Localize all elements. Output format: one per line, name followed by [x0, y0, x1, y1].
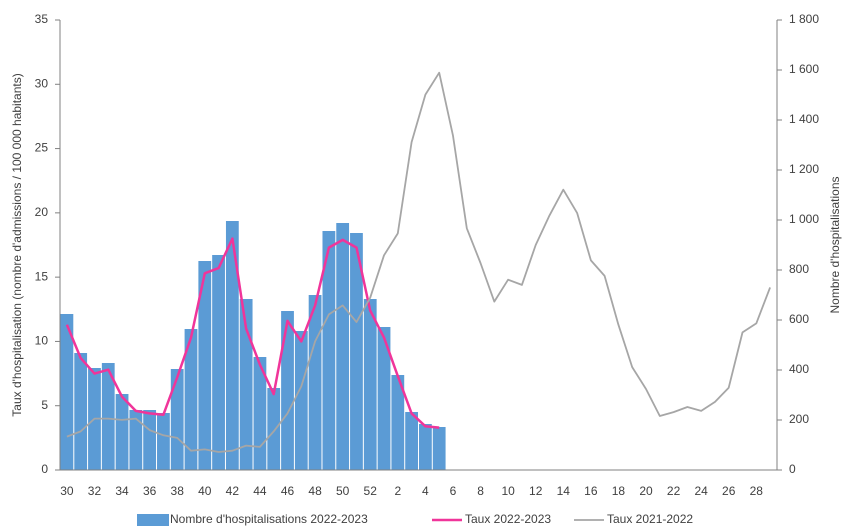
- x-tick-label: 18: [612, 484, 626, 498]
- x-tick-label: 36: [143, 484, 157, 498]
- x-tick-label: 22: [667, 484, 681, 498]
- y2-tick-label: 800: [789, 262, 809, 276]
- bar: [129, 410, 143, 470]
- x-tick-label: 14: [557, 484, 571, 498]
- bar: [419, 424, 432, 470]
- x-tick-label: 16: [584, 484, 598, 498]
- bar: [198, 261, 212, 470]
- y-tick-label: 30: [35, 76, 49, 90]
- x-tick-label: 6: [450, 484, 457, 498]
- x-tick-label: 26: [722, 484, 736, 498]
- bar: [350, 233, 363, 470]
- bar: [294, 331, 308, 470]
- x-tick-label: 40: [198, 484, 212, 498]
- x-tick-label: 50: [336, 484, 350, 498]
- x-tick-label: 2: [394, 484, 401, 498]
- y2-tick-label: 1 000: [789, 212, 819, 226]
- bar: [143, 410, 157, 470]
- x-tick-label: 44: [253, 484, 267, 498]
- x-tick-label: 42: [226, 484, 240, 498]
- y2-tick-label: 1 200: [789, 162, 819, 176]
- bar: [432, 427, 446, 470]
- bar: [322, 231, 336, 470]
- line: [65, 237, 440, 429]
- bar: [239, 299, 253, 470]
- x-tick-label: 24: [694, 484, 708, 498]
- y-tick-label: 0: [41, 462, 48, 476]
- y-tick-label: 25: [35, 141, 49, 155]
- x-tick-label: 4: [422, 484, 429, 498]
- bar: [212, 255, 225, 470]
- x-tick-label: 10: [501, 484, 515, 498]
- x-tick-label: 46: [281, 484, 295, 498]
- y2-tick-label: 1 600: [789, 62, 819, 76]
- x-tick-label: 30: [60, 484, 74, 498]
- bar: [267, 388, 281, 470]
- y-tick-label: 35: [35, 12, 49, 26]
- y2-tick-label: 400: [789, 362, 809, 376]
- x-tick-label: 28: [750, 484, 764, 498]
- bar: [363, 299, 377, 470]
- y2-tick-label: 200: [789, 412, 809, 426]
- bar: [170, 369, 184, 470]
- x-tick-label: 20: [639, 484, 653, 498]
- bar: [74, 353, 88, 470]
- legend-label: Taux 2021-2022: [607, 512, 693, 526]
- bar: [184, 329, 198, 470]
- bar: [101, 363, 115, 470]
- bar: [157, 413, 170, 470]
- bar: [253, 357, 267, 470]
- y-tick-label: 15: [35, 269, 49, 283]
- bar: [308, 295, 322, 470]
- bar: [281, 311, 294, 470]
- x-tick-label: 32: [88, 484, 102, 498]
- y-tick-label: 10: [35, 334, 49, 348]
- bar: [60, 314, 74, 470]
- bar: [377, 327, 391, 470]
- bar: [115, 394, 129, 470]
- bar: [225, 221, 239, 470]
- bar: [405, 412, 418, 470]
- x-tick-label: 8: [477, 484, 484, 498]
- y-axis-label: Taux d'hospitalisation (nombre d'admissi…: [10, 73, 24, 416]
- x-tick-label: 52: [364, 484, 378, 498]
- y2-tick-label: 600: [789, 312, 809, 326]
- x-tick-label: 34: [115, 484, 129, 498]
- y2-tick-label: 1 800: [789, 12, 819, 26]
- y-tick-label: 20: [35, 205, 49, 219]
- bar: [336, 223, 350, 470]
- x-tick-label: 38: [171, 484, 185, 498]
- bar: [391, 375, 405, 470]
- y2-tick-label: 0: [789, 462, 796, 476]
- x-tick-label: 48: [308, 484, 322, 498]
- x-tick-label: 12: [529, 484, 543, 498]
- line: [66, 71, 771, 453]
- legend-label: Taux 2022-2023: [465, 512, 551, 526]
- y2-tick-label: 1 400: [789, 112, 819, 126]
- y2-axis-label: Nombre d'hospitalisations: [828, 176, 842, 313]
- legend-label: Nombre d'hospitalisations 2022-2023: [170, 512, 368, 526]
- y-tick-label: 5: [41, 398, 48, 412]
- legend-swatch: [137, 514, 169, 526]
